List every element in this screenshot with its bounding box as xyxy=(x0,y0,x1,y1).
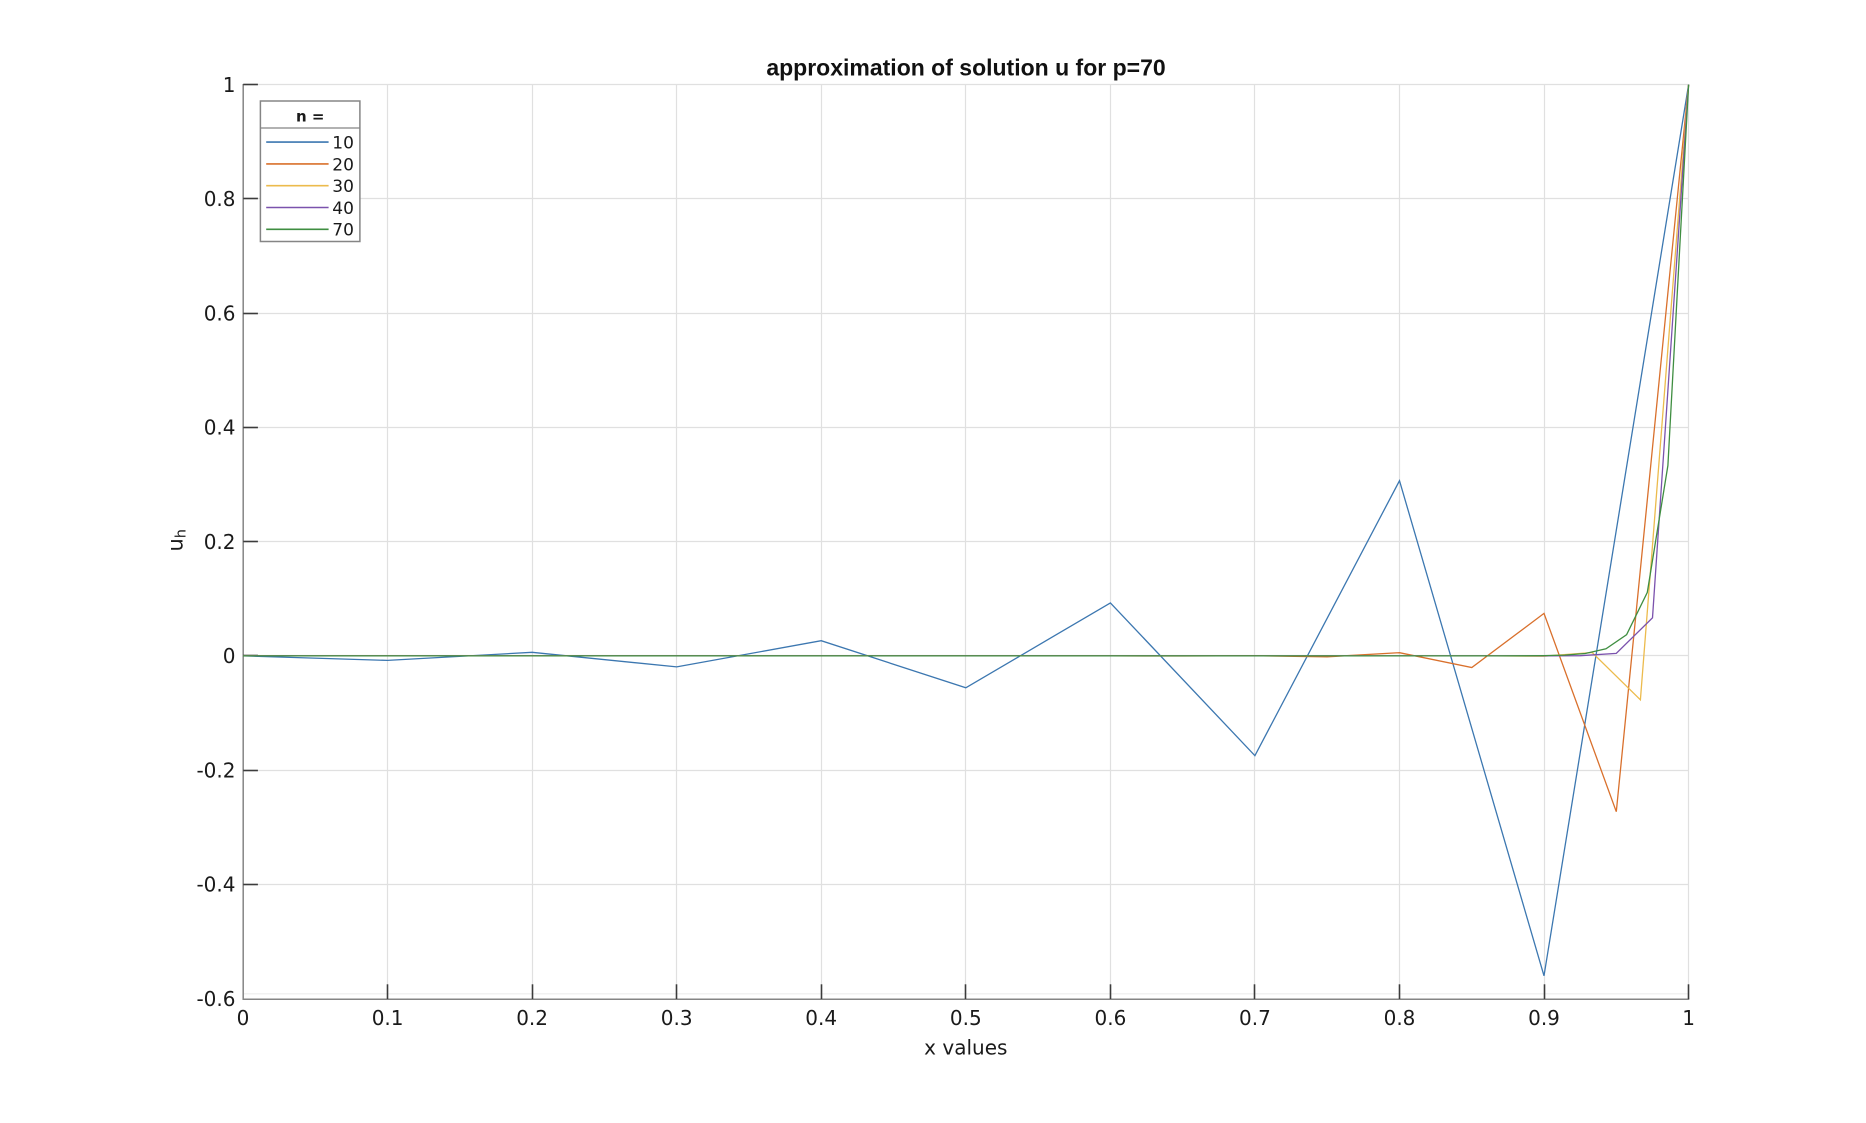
svg-text:0.4: 0.4 xyxy=(805,1006,837,1030)
svg-text:30: 30 xyxy=(332,177,354,197)
svg-text:0.2: 0.2 xyxy=(516,1006,548,1030)
svg-text:10: 10 xyxy=(332,134,354,154)
svg-text:0.6: 0.6 xyxy=(204,301,236,325)
svg-text:0.7: 0.7 xyxy=(1239,1006,1271,1030)
svg-text:1: 1 xyxy=(1682,1006,1695,1030)
svg-text:0.3: 0.3 xyxy=(661,1006,693,1030)
svg-text:0.5: 0.5 xyxy=(950,1006,982,1030)
svg-text:0.2: 0.2 xyxy=(204,530,236,554)
svg-text:0.4: 0.4 xyxy=(204,416,236,440)
svg-text:0.6: 0.6 xyxy=(1094,1006,1126,1030)
svg-text:approximation of solution u fo: approximation of solution u for p=70 xyxy=(766,55,1165,81)
svg-text:-0.4: -0.4 xyxy=(196,873,235,897)
svg-text:20: 20 xyxy=(332,155,354,175)
svg-text:40: 40 xyxy=(332,199,354,219)
svg-text:0: 0 xyxy=(223,644,236,668)
svg-text:x values: x values xyxy=(924,1036,1007,1060)
svg-text:-0.6: -0.6 xyxy=(196,987,235,1011)
svg-text:1: 1 xyxy=(223,73,236,97)
svg-text:0.8: 0.8 xyxy=(1384,1006,1416,1030)
svg-text:0.1: 0.1 xyxy=(372,1006,404,1030)
svg-text:0.8: 0.8 xyxy=(204,187,236,211)
svg-text:n =: n = xyxy=(296,108,324,126)
svg-text:0: 0 xyxy=(237,1006,250,1030)
svg-text:0.9: 0.9 xyxy=(1528,1006,1560,1030)
svg-text:70: 70 xyxy=(332,221,354,241)
svg-text:-0.2: -0.2 xyxy=(196,758,235,782)
